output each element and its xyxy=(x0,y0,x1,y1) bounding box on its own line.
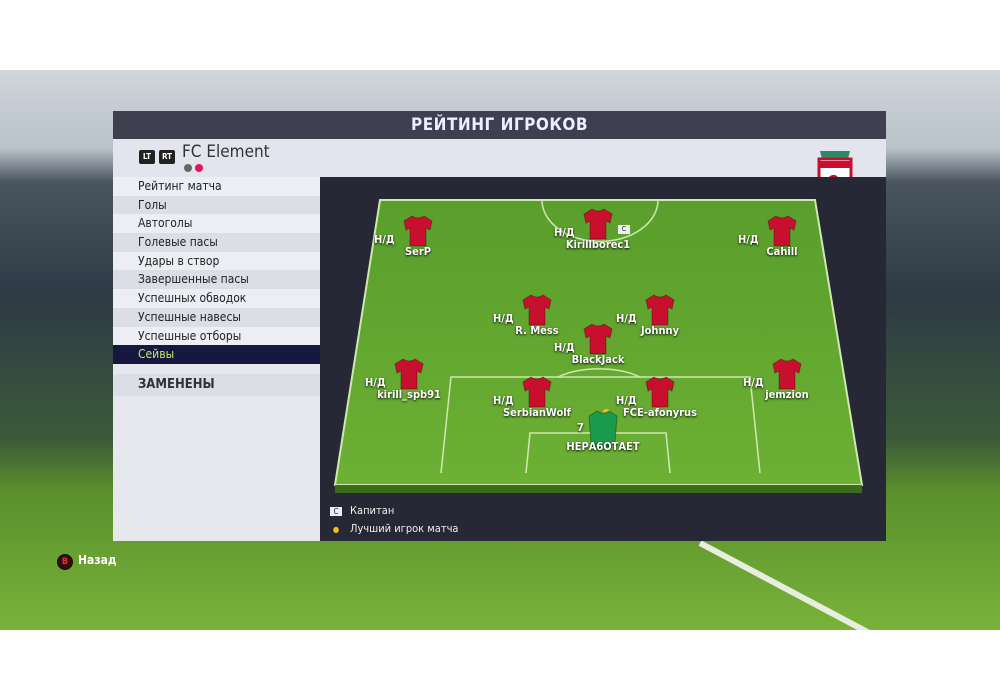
player-name: kirill_spb91 xyxy=(377,388,441,401)
player-name: FCE-afonyrus xyxy=(623,406,697,419)
page-title: РЕЙТИНГ ИГРОКОВ xyxy=(113,111,886,139)
jersey-icon xyxy=(583,323,613,355)
legend-best: ● Лучший игрок матча xyxy=(330,522,459,535)
b-button-icon: B xyxy=(57,554,73,570)
back-label: Назад xyxy=(78,553,117,567)
menu-item-dribbles[interactable]: Успешных обводок xyxy=(113,289,320,308)
player-name: НЕРА6ОТАЕТ xyxy=(566,440,640,453)
player-rating: Н/Д xyxy=(743,376,764,389)
player-rating: Н/Д xyxy=(554,226,575,239)
page-dot xyxy=(184,164,192,172)
player-rating: Н/Д xyxy=(493,394,514,407)
captain-icon: C xyxy=(330,507,342,516)
star-player-icon: ● xyxy=(332,525,340,534)
jersey-icon xyxy=(522,294,552,326)
legend-captain: C Капитан xyxy=(330,504,394,517)
substituted-header[interactable]: ЗАМЕНЕНЫ xyxy=(113,373,320,396)
legend-best-label: Лучший игрок матча xyxy=(350,522,459,535)
menu-item-assists[interactable]: Голевые пасы xyxy=(113,233,320,252)
player-ratings-panel: РЕЙТИНГ ИГРОКОВ LT RT FC Element Рейтинг… xyxy=(113,111,886,541)
player-rating: 7 xyxy=(577,421,584,434)
player-name: Kirillborec1 xyxy=(565,238,631,251)
jersey-icon xyxy=(522,376,552,408)
team-name: FC Element xyxy=(182,142,270,162)
menu-item-own-goals[interactable]: Автоголы xyxy=(113,214,320,234)
player-rating: Н/Д xyxy=(374,233,395,246)
jersey-icon xyxy=(645,294,675,326)
back-button[interactable]: B Назад xyxy=(57,553,117,570)
player-rating: Н/Д xyxy=(616,394,637,407)
player-rating: Н/Д xyxy=(554,341,575,354)
player-name: Johnny xyxy=(640,324,680,337)
menu-item-completed-passes[interactable]: Завершенные пасы xyxy=(113,270,320,290)
jersey-icon xyxy=(583,208,613,240)
jersey-icon xyxy=(772,358,802,390)
formation-view: Н/Д SerP Н/Д Kirillborec1 C Н/Д Cahill Н/Д R. Me… xyxy=(320,177,886,541)
player-rating: Н/Д xyxy=(616,312,637,325)
player-rating: Н/Д xyxy=(365,376,386,389)
menu-item-tackles[interactable]: Успешные отборы xyxy=(113,326,320,346)
menu-item-crosses[interactable]: Успешные навесы xyxy=(113,307,320,327)
menu-item-saves[interactable]: Сейвы xyxy=(113,345,320,364)
jersey-icon xyxy=(645,376,675,408)
lt-button[interactable]: LT xyxy=(139,150,155,164)
menu-item-match-rating[interactable]: Рейтинг матча xyxy=(113,177,320,196)
stats-menu: Рейтинг матча Голы Автоголы Голевые пасы… xyxy=(113,177,320,541)
rt-button[interactable]: RT xyxy=(159,150,175,164)
jersey-icon xyxy=(394,358,424,390)
legend-captain-label: Капитан xyxy=(350,504,395,517)
team-header: LT RT FC Element xyxy=(113,139,886,216)
player-name: BlackJack xyxy=(571,353,625,366)
menu-item-shots-on-target[interactable]: Удары в створ xyxy=(113,251,320,271)
player-rating: Н/Д xyxy=(493,312,514,325)
player-name: Cahill xyxy=(766,245,798,258)
player-name: SerbianWolf xyxy=(503,406,571,419)
captain-badge-icon: C xyxy=(618,225,630,234)
pitch-line xyxy=(698,540,914,630)
player-name: R. Mess xyxy=(515,324,559,337)
player-rating: Н/Д xyxy=(738,233,759,246)
menu-item-goals[interactable]: Голы xyxy=(113,195,320,215)
jersey-icon xyxy=(767,215,797,247)
jersey-icon xyxy=(403,215,433,247)
player-name: SerP xyxy=(405,245,431,258)
player-name: jemzion xyxy=(765,388,809,401)
jersey-icon xyxy=(588,410,618,448)
page-dot-active xyxy=(195,164,203,172)
